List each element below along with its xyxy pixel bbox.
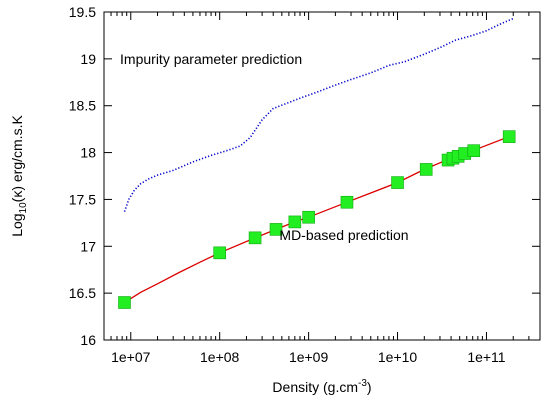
plot-frame bbox=[103, 11, 541, 341]
data-point-marker bbox=[391, 176, 404, 189]
data-point-marker bbox=[248, 231, 262, 245]
ticks: 1e+07 1e+08 1e+09 1e+10 1e+11 16 16.5 17 17.5 18 1… bbox=[69, 4, 541, 365]
data-point-marker bbox=[118, 296, 131, 309]
y-axis-title-end: (κ) erg/cm.s.K bbox=[9, 115, 25, 203]
y-tick-label: 17.5 bbox=[69, 191, 96, 207]
annotation-impurity: Impurity parameter prediction bbox=[120, 51, 302, 67]
y-tick-label: 16.5 bbox=[69, 285, 96, 301]
y-tick-label: 16 bbox=[80, 332, 96, 348]
y-tick-label: 18 bbox=[80, 145, 96, 161]
data-point-marker bbox=[419, 163, 433, 176]
data-point-marker bbox=[269, 223, 283, 236]
x-tick-label: 1e+10 bbox=[378, 349, 418, 365]
y-tick-label: 18.5 bbox=[69, 98, 96, 114]
x-tick-label: 1e+09 bbox=[289, 349, 329, 365]
y-axis-title-sub: 10 bbox=[18, 202, 29, 214]
data-point-marker bbox=[302, 210, 315, 224]
impurity-series-line bbox=[123, 17, 514, 212]
data-point-marker bbox=[213, 246, 226, 260]
x-axis-title-main: Density (g.cm bbox=[272, 379, 358, 395]
x-axis-title-end: ) bbox=[367, 379, 372, 395]
y-tick-label: 17 bbox=[80, 238, 96, 254]
x-axis-title: Density (g.cm-3) bbox=[272, 378, 371, 395]
x-axis-title-sup: -3 bbox=[358, 378, 367, 389]
x-tick-label: 1e+08 bbox=[200, 349, 240, 365]
data-point-marker bbox=[340, 195, 354, 209]
data-point-marker bbox=[288, 215, 302, 229]
y-tick-label: 19 bbox=[80, 51, 96, 67]
annotation-md: MD-based prediction bbox=[279, 227, 408, 243]
y-tick-label: 19.5 bbox=[69, 4, 96, 20]
y-axis-title: Log10(κ) erg/cm.s.K bbox=[9, 115, 29, 237]
x-tick-label: 1e+11 bbox=[467, 349, 505, 365]
y-axis-title-main: Log bbox=[9, 213, 25, 236]
series-layer bbox=[118, 17, 516, 309]
data-point-marker bbox=[467, 144, 481, 157]
data-point-marker bbox=[502, 130, 516, 143]
md-series-line bbox=[124, 135, 510, 304]
x-tick-label: 1e+07 bbox=[111, 349, 151, 365]
